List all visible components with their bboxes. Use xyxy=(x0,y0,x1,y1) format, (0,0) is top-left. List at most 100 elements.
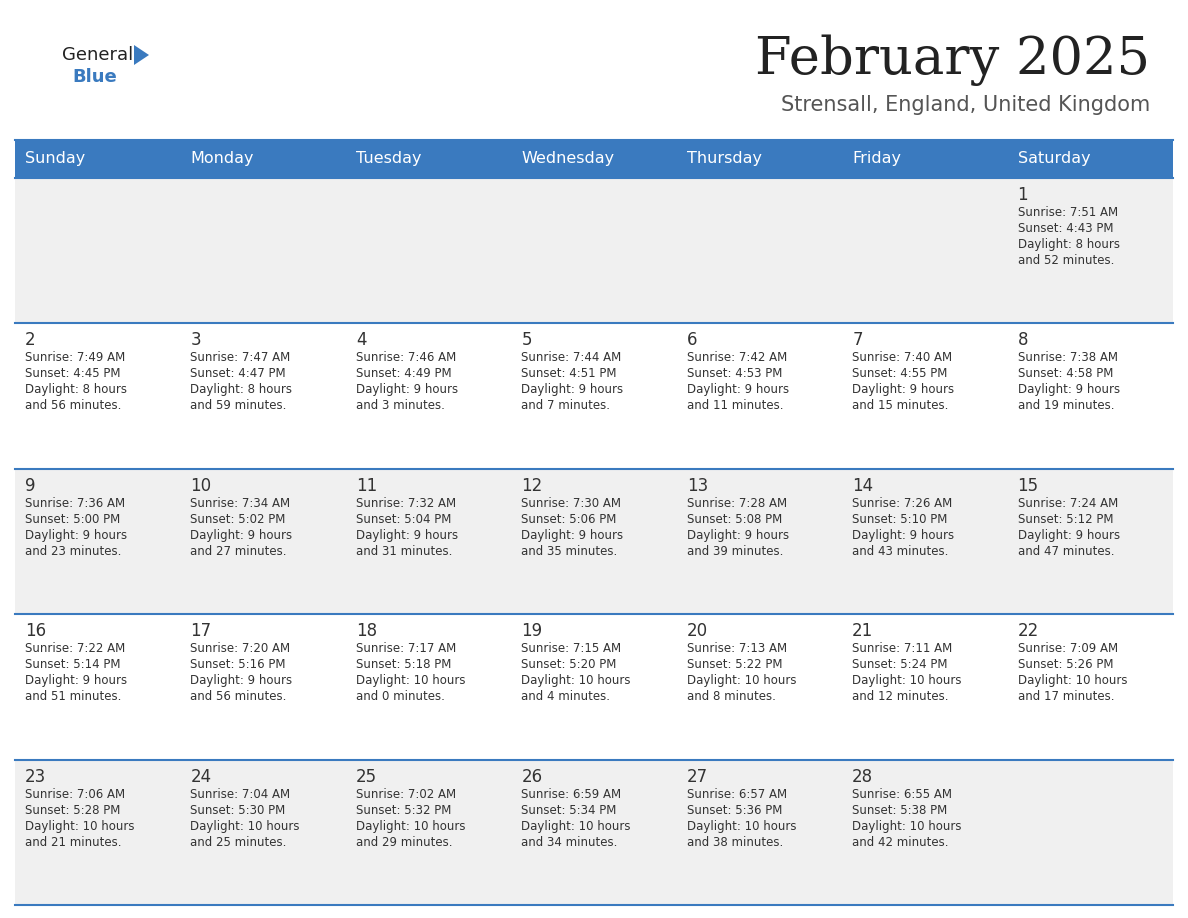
FancyBboxPatch shape xyxy=(511,469,677,614)
Text: Daylight: 9 hours: Daylight: 9 hours xyxy=(356,384,459,397)
Text: Friday: Friday xyxy=(852,151,902,166)
Text: Sunrise: 6:57 AM: Sunrise: 6:57 AM xyxy=(687,788,786,800)
FancyBboxPatch shape xyxy=(1007,759,1173,905)
Text: Daylight: 9 hours: Daylight: 9 hours xyxy=(25,529,127,542)
Text: 11: 11 xyxy=(356,476,377,495)
Text: 27: 27 xyxy=(687,767,708,786)
FancyBboxPatch shape xyxy=(346,178,511,323)
Text: and 8 minutes.: and 8 minutes. xyxy=(687,690,776,703)
Text: Blue: Blue xyxy=(72,68,116,86)
Text: Sunrise: 7:22 AM: Sunrise: 7:22 AM xyxy=(25,643,125,655)
Text: Sunset: 5:36 PM: Sunset: 5:36 PM xyxy=(687,803,782,817)
Text: Daylight: 9 hours: Daylight: 9 hours xyxy=(687,529,789,542)
FancyBboxPatch shape xyxy=(842,469,1007,614)
FancyBboxPatch shape xyxy=(15,759,181,905)
Text: and 11 minutes.: and 11 minutes. xyxy=(687,399,783,412)
Text: and 56 minutes.: and 56 minutes. xyxy=(25,399,121,412)
Text: and 35 minutes.: and 35 minutes. xyxy=(522,544,618,558)
Text: Strensall, England, United Kingdom: Strensall, England, United Kingdom xyxy=(781,95,1150,115)
Text: 23: 23 xyxy=(25,767,46,786)
Text: Sunset: 4:53 PM: Sunset: 4:53 PM xyxy=(687,367,782,380)
Text: Sunset: 5:38 PM: Sunset: 5:38 PM xyxy=(852,803,947,817)
Text: and 21 minutes.: and 21 minutes. xyxy=(25,835,121,848)
Text: Sunrise: 7:46 AM: Sunrise: 7:46 AM xyxy=(356,352,456,364)
Text: Sunset: 5:18 PM: Sunset: 5:18 PM xyxy=(356,658,451,671)
Text: Saturday: Saturday xyxy=(1018,151,1091,166)
Text: Wednesday: Wednesday xyxy=(522,151,614,166)
Text: Daylight: 10 hours: Daylight: 10 hours xyxy=(1018,674,1127,688)
Text: and 56 minutes.: and 56 minutes. xyxy=(190,690,286,703)
Text: and 29 minutes.: and 29 minutes. xyxy=(356,835,453,848)
Text: Sunrise: 7:04 AM: Sunrise: 7:04 AM xyxy=(190,788,291,800)
Text: Daylight: 9 hours: Daylight: 9 hours xyxy=(1018,529,1120,542)
Text: and 34 minutes.: and 34 minutes. xyxy=(522,835,618,848)
Text: Daylight: 9 hours: Daylight: 9 hours xyxy=(190,674,292,688)
FancyBboxPatch shape xyxy=(842,323,1007,469)
Polygon shape xyxy=(134,45,148,65)
Text: Sunset: 5:06 PM: Sunset: 5:06 PM xyxy=(522,513,617,526)
Text: Thursday: Thursday xyxy=(687,151,762,166)
Text: Sunset: 5:26 PM: Sunset: 5:26 PM xyxy=(1018,658,1113,671)
Text: Sunrise: 7:20 AM: Sunrise: 7:20 AM xyxy=(190,643,291,655)
FancyBboxPatch shape xyxy=(181,614,346,759)
FancyBboxPatch shape xyxy=(1007,614,1173,759)
FancyBboxPatch shape xyxy=(15,323,181,469)
Text: Sunset: 4:51 PM: Sunset: 4:51 PM xyxy=(522,367,617,380)
Text: Daylight: 10 hours: Daylight: 10 hours xyxy=(687,674,796,688)
FancyBboxPatch shape xyxy=(181,323,346,469)
FancyBboxPatch shape xyxy=(677,614,842,759)
FancyBboxPatch shape xyxy=(181,469,346,614)
Text: Daylight: 9 hours: Daylight: 9 hours xyxy=(852,529,954,542)
Text: Sunset: 4:55 PM: Sunset: 4:55 PM xyxy=(852,367,948,380)
Text: and 15 minutes.: and 15 minutes. xyxy=(852,399,948,412)
Text: and 17 minutes.: and 17 minutes. xyxy=(1018,690,1114,703)
Text: Sunrise: 7:24 AM: Sunrise: 7:24 AM xyxy=(1018,497,1118,509)
Text: Sunset: 4:49 PM: Sunset: 4:49 PM xyxy=(356,367,451,380)
Text: Daylight: 9 hours: Daylight: 9 hours xyxy=(356,529,459,542)
Text: Sunrise: 7:34 AM: Sunrise: 7:34 AM xyxy=(190,497,291,509)
FancyBboxPatch shape xyxy=(346,323,511,469)
Text: Daylight: 9 hours: Daylight: 9 hours xyxy=(1018,384,1120,397)
Text: Sunrise: 7:02 AM: Sunrise: 7:02 AM xyxy=(356,788,456,800)
Text: Daylight: 10 hours: Daylight: 10 hours xyxy=(687,820,796,833)
Text: Daylight: 10 hours: Daylight: 10 hours xyxy=(522,674,631,688)
FancyBboxPatch shape xyxy=(15,469,181,614)
Text: and 31 minutes.: and 31 minutes. xyxy=(356,544,453,558)
Text: Daylight: 8 hours: Daylight: 8 hours xyxy=(25,384,127,397)
Text: Daylight: 9 hours: Daylight: 9 hours xyxy=(852,384,954,397)
FancyBboxPatch shape xyxy=(677,614,842,759)
Text: Daylight: 9 hours: Daylight: 9 hours xyxy=(190,529,292,542)
Text: Sunrise: 7:09 AM: Sunrise: 7:09 AM xyxy=(1018,643,1118,655)
Text: Sunset: 5:34 PM: Sunset: 5:34 PM xyxy=(522,803,617,817)
Text: 20: 20 xyxy=(687,622,708,640)
Text: Daylight: 10 hours: Daylight: 10 hours xyxy=(25,820,134,833)
FancyBboxPatch shape xyxy=(181,759,346,905)
FancyBboxPatch shape xyxy=(181,178,346,323)
Text: Sunrise: 7:51 AM: Sunrise: 7:51 AM xyxy=(1018,206,1118,219)
FancyBboxPatch shape xyxy=(346,469,511,614)
Text: Sunrise: 7:40 AM: Sunrise: 7:40 AM xyxy=(852,352,953,364)
Text: Daylight: 9 hours: Daylight: 9 hours xyxy=(522,384,624,397)
Text: Sunrise: 7:11 AM: Sunrise: 7:11 AM xyxy=(852,643,953,655)
Text: and 12 minutes.: and 12 minutes. xyxy=(852,690,949,703)
Text: 18: 18 xyxy=(356,622,377,640)
Text: Sunset: 5:24 PM: Sunset: 5:24 PM xyxy=(852,658,948,671)
Text: and 4 minutes.: and 4 minutes. xyxy=(522,690,611,703)
Text: 3: 3 xyxy=(190,331,201,350)
Text: Sunset: 4:45 PM: Sunset: 4:45 PM xyxy=(25,367,120,380)
Text: 1: 1 xyxy=(1018,186,1028,204)
Text: and 59 minutes.: and 59 minutes. xyxy=(190,399,286,412)
Text: and 0 minutes.: and 0 minutes. xyxy=(356,690,444,703)
Text: 21: 21 xyxy=(852,622,873,640)
Text: and 3 minutes.: and 3 minutes. xyxy=(356,399,444,412)
Text: 2: 2 xyxy=(25,331,36,350)
Text: Sunrise: 7:47 AM: Sunrise: 7:47 AM xyxy=(190,352,291,364)
Text: Sunrise: 7:49 AM: Sunrise: 7:49 AM xyxy=(25,352,125,364)
Text: 10: 10 xyxy=(190,476,211,495)
Text: 13: 13 xyxy=(687,476,708,495)
Text: Daylight: 9 hours: Daylight: 9 hours xyxy=(687,384,789,397)
Text: 25: 25 xyxy=(356,767,377,786)
Text: Daylight: 8 hours: Daylight: 8 hours xyxy=(1018,238,1119,251)
Text: 28: 28 xyxy=(852,767,873,786)
FancyBboxPatch shape xyxy=(1007,178,1173,323)
